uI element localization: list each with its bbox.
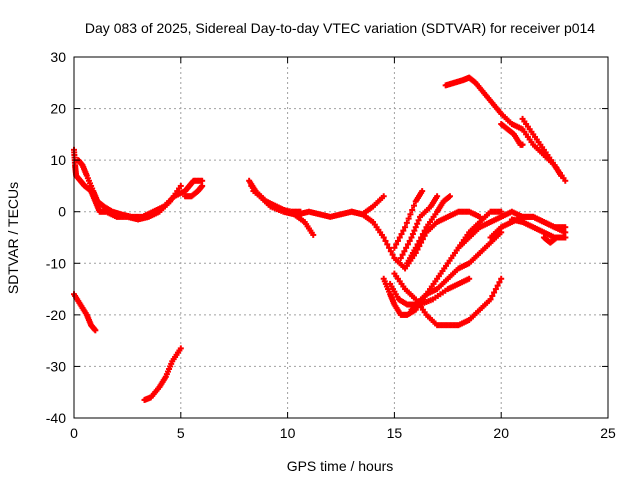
series-track-22 [540, 234, 569, 246]
y-tick-label: 20 [50, 101, 66, 117]
plot-frame [73, 56, 609, 419]
series-track-21 [519, 213, 569, 236]
data-markers [71, 74, 569, 403]
series-track-24 [498, 121, 526, 148]
y-tick-label: -10 [46, 255, 66, 271]
series-track-2 [75, 157, 189, 220]
x-tick-label: 25 [600, 425, 616, 441]
chart-title: Day 083 of 2025, Sidereal Day-to-day VTE… [85, 20, 595, 36]
x-tick-label: 20 [493, 425, 509, 441]
x-tick-label: 15 [387, 425, 403, 441]
series-track-25 [519, 115, 565, 179]
x-axis-label: GPS time / hours [287, 458, 394, 474]
y-axis-label: SDTVAR / TECUs [5, 182, 21, 294]
y-tick-label: -30 [46, 358, 66, 374]
y-tick-label: 30 [50, 49, 66, 65]
x-tick-label: 5 [177, 425, 185, 441]
series-track-18 [455, 208, 505, 251]
series-track-6 [182, 182, 206, 200]
y-tick-label: 0 [58, 204, 66, 220]
series-track-12 [397, 193, 441, 262]
series-track-5 [182, 177, 206, 195]
series-track-17 [408, 275, 473, 313]
series-track-4 [141, 345, 184, 403]
series-track-13 [404, 193, 453, 267]
axis-ticks: 0 5 10 15 20 25 -40 -30 -20 -10 0 10 20 30 [46, 49, 616, 441]
series-track-11 [391, 188, 426, 251]
y-tick-label: -20 [46, 307, 66, 323]
y-tick-label: 10 [50, 152, 66, 168]
series-track-9 [250, 188, 304, 215]
x-tick-label: 0 [70, 425, 78, 441]
y-tick-label: -40 [46, 410, 66, 426]
x-tick-label: 10 [280, 425, 296, 441]
series-track-16 [391, 270, 505, 329]
